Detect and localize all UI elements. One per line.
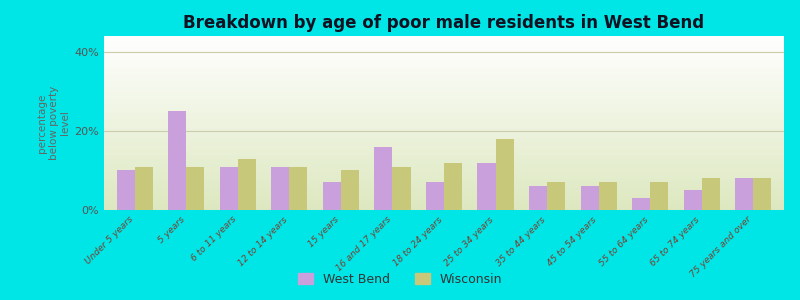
Bar <box>426 182 444 210</box>
Bar <box>753 178 771 210</box>
Bar <box>168 111 186 210</box>
Bar <box>650 182 668 210</box>
Bar <box>478 163 495 210</box>
Bar <box>374 147 393 210</box>
Bar <box>323 182 341 210</box>
Bar <box>135 167 153 210</box>
Bar <box>393 167 410 210</box>
Bar <box>186 167 205 210</box>
Bar <box>702 178 720 210</box>
Y-axis label: percentage
below poverty
level: percentage below poverty level <box>37 86 70 160</box>
Bar <box>117 170 135 210</box>
Bar <box>547 182 565 210</box>
Bar <box>220 167 238 210</box>
Legend: West Bend, Wisconsin: West Bend, Wisconsin <box>293 268 507 291</box>
Bar <box>341 170 359 210</box>
Bar <box>632 198 650 210</box>
Title: Breakdown by age of poor male residents in West Bend: Breakdown by age of poor male residents … <box>183 14 705 32</box>
Bar <box>238 159 256 210</box>
Bar <box>598 182 617 210</box>
Bar <box>735 178 753 210</box>
Bar <box>271 167 290 210</box>
Bar <box>290 167 307 210</box>
Bar <box>581 186 598 210</box>
Bar <box>683 190 702 210</box>
Bar <box>529 186 547 210</box>
Bar <box>495 139 514 210</box>
Bar <box>444 163 462 210</box>
